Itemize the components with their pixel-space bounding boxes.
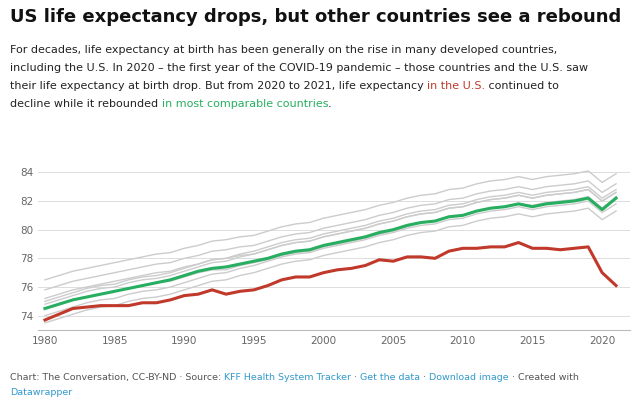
Text: including the U.S. In 2020 – the first year of the COVID-19 pandemic – those cou: including the U.S. In 2020 – the first y… (10, 63, 588, 73)
Text: ·: · (421, 373, 429, 382)
Text: .: . (328, 99, 332, 109)
Text: US life expectancy drops, but other countries see a rebound: US life expectancy drops, but other coun… (10, 8, 621, 26)
Text: · Created with: · Created with (509, 373, 578, 382)
Text: Datawrapper: Datawrapper (10, 388, 73, 397)
Text: their life expectancy at birth drop. But from 2020 to 2021, life expectancy: their life expectancy at birth drop. But… (10, 81, 427, 91)
Text: decline while it rebounded: decline while it rebounded (10, 99, 162, 109)
Text: Get the data: Get the data (360, 373, 421, 382)
Text: ·: · (351, 373, 360, 382)
Text: Chart: The Conversation, CC-BY-ND · Source:: Chart: The Conversation, CC-BY-ND · Sour… (10, 373, 224, 382)
Text: in most comparable countries: in most comparable countries (162, 99, 328, 109)
Text: For decades, life expectancy at birth has been generally on the rise in many dev: For decades, life expectancy at birth ha… (10, 45, 557, 55)
Text: continued to: continued to (485, 81, 559, 91)
Text: Download image: Download image (429, 373, 509, 382)
Text: KFF Health System Tracker: KFF Health System Tracker (224, 373, 351, 382)
Text: in the U.S.: in the U.S. (427, 81, 485, 91)
